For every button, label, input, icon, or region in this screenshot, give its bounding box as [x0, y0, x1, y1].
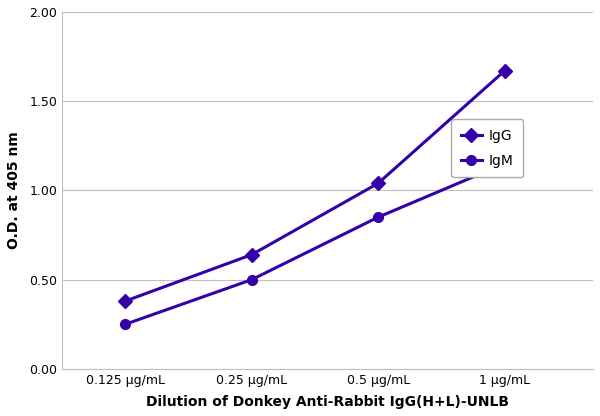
IgM: [248, 277, 256, 282]
IgG: [374, 181, 382, 186]
Legend: IgG, IgM: IgG, IgM: [451, 119, 523, 177]
X-axis label: Dilution of Donkey Anti-Rabbit IgG(H+L)-UNLB: Dilution of Donkey Anti-Rabbit IgG(H+L)-…: [146, 395, 509, 409]
Line: IgG: IgG: [121, 66, 509, 306]
IgG: [248, 252, 256, 257]
IgG: [501, 68, 508, 73]
Line: IgM: IgM: [121, 159, 509, 329]
IgG: [122, 299, 129, 304]
Y-axis label: O.D. at 405 nm: O.D. at 405 nm: [7, 131, 21, 249]
IgM: [374, 215, 382, 220]
IgM: [501, 161, 508, 166]
IgM: [122, 322, 129, 327]
